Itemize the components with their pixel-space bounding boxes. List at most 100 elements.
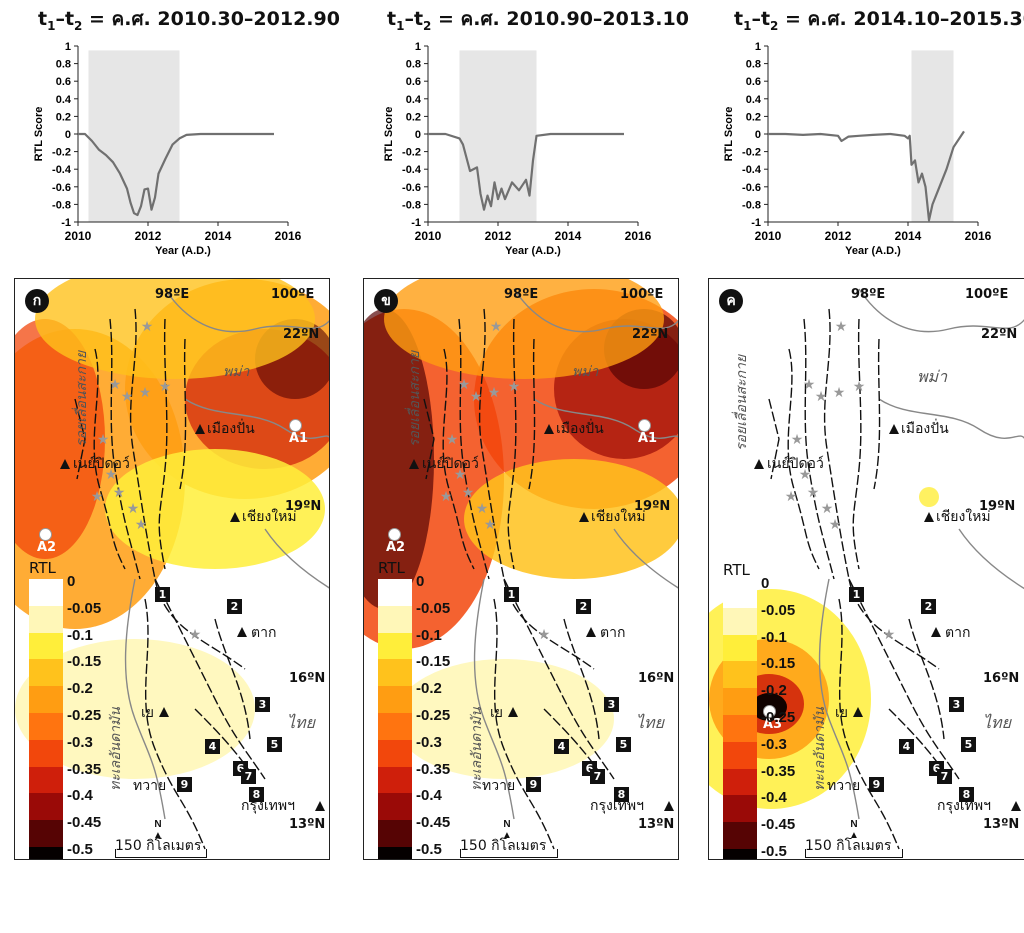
legend-row: -0.05 xyxy=(723,602,795,635)
legend-swatch xyxy=(723,795,757,823)
legend-swatch xyxy=(29,846,63,859)
city-marker xyxy=(409,459,419,469)
legend-title: RTL xyxy=(29,559,56,577)
epicenter-star: ★ xyxy=(113,484,126,500)
legend-row: -0.1 xyxy=(723,629,795,662)
epicenter-star: ★ xyxy=(484,516,497,532)
x-tick-label: 2010 xyxy=(755,229,782,243)
legend-title: RTL xyxy=(723,561,750,579)
x-tick-label: 2014 xyxy=(555,229,582,243)
heatmap-layer: ★★ ★★★★★★★★★★ xyxy=(15,279,329,850)
fault-number: 8 xyxy=(614,787,629,802)
panel-badge: ข xyxy=(374,289,398,313)
chart-title: t1–t2 = ค.ศ. 2010.30–2012.90 xyxy=(38,8,340,33)
fault-number: 9 xyxy=(869,777,884,792)
legend-swatch xyxy=(29,766,63,794)
city-tak: ตาก xyxy=(945,625,971,641)
epicenter-star: ★ xyxy=(488,384,501,400)
legend-row: -0.3 xyxy=(723,736,795,769)
y-tick-label: -0.6 xyxy=(742,182,761,194)
fault-number: 7 xyxy=(937,769,952,784)
legend-row: -0.2 xyxy=(378,680,450,713)
y-tick-label: 0.6 xyxy=(56,76,71,88)
city-marker xyxy=(60,459,70,469)
rtl-heat-blob xyxy=(105,449,325,569)
fault-number: 9 xyxy=(526,777,541,792)
x-tick-label: 2012 xyxy=(485,229,512,243)
y-tick-label: -0.8 xyxy=(742,199,761,211)
epicenter-star: ★ xyxy=(97,431,110,447)
legend-swatch xyxy=(378,659,412,687)
station-label: A2 xyxy=(386,540,406,555)
north-arrow: N ▲ xyxy=(502,819,512,841)
country-border xyxy=(613,528,678,589)
city-marker xyxy=(579,512,589,522)
epicenter-star: ★ xyxy=(490,318,503,334)
panel-badge: ค xyxy=(719,289,743,313)
sagaing-fault-label: รอยเลื่อนสะกาย xyxy=(734,354,750,451)
legend-value: -0.45 xyxy=(761,816,796,834)
x-tick-label: 2012 xyxy=(825,229,852,243)
city-marker xyxy=(853,707,863,717)
legend-value: -0.05 xyxy=(416,599,451,617)
scale-label: 150 กิโลเมตร xyxy=(805,838,892,854)
lat-label: 22ºN xyxy=(632,327,669,342)
legend-value: -0.5 xyxy=(67,840,93,858)
fault-line xyxy=(528,338,536,490)
country-border xyxy=(184,398,329,439)
epicenter-star: ★ xyxy=(440,488,453,504)
fault-number: 1 xyxy=(155,587,170,602)
shaded-interval xyxy=(88,50,180,223)
fault-number: 3 xyxy=(255,697,270,712)
rtl-heat-blob xyxy=(464,459,678,579)
x-axis-label: Year (A.D.) xyxy=(155,245,211,257)
legend-swatch xyxy=(29,793,63,821)
fault-number: 9 xyxy=(177,777,192,792)
legend-row: -0.05 xyxy=(378,600,450,633)
fault-line xyxy=(848,578,960,780)
station-label: A2 xyxy=(37,540,57,555)
legend-row: 0 xyxy=(29,573,101,606)
fault-line xyxy=(423,398,435,480)
city-marker xyxy=(664,801,674,811)
city-chiangmai: เชียงใหม่ xyxy=(242,509,297,525)
y-tick-label: 0.8 xyxy=(746,59,761,71)
lat-label: 22ºN xyxy=(283,327,320,342)
y-tick-label: 0.4 xyxy=(746,94,762,106)
panel-badge: ก xyxy=(25,289,49,313)
legend-swatch xyxy=(29,712,63,740)
y-tick-label: 0.2 xyxy=(406,111,421,123)
y-tick-label: -1 xyxy=(751,217,761,229)
legend-row: -0.5 xyxy=(29,841,101,859)
legend-swatch xyxy=(378,632,412,660)
place-thailand: ไทย xyxy=(983,713,1011,732)
epicenter-star: ★ xyxy=(853,378,866,394)
rtl-heat-blob xyxy=(384,279,664,379)
city-marker xyxy=(754,459,764,469)
legend-row: -0.15 xyxy=(29,653,101,687)
legend-swatch xyxy=(378,739,412,767)
fault-line xyxy=(214,618,251,740)
epicenter-star: ★ xyxy=(815,388,828,404)
epicenter-star: ★ xyxy=(458,376,471,392)
epicenter-star: ★ xyxy=(189,626,202,642)
legend-value: -0.1 xyxy=(761,628,787,646)
fault-number: 4 xyxy=(205,739,220,754)
legend-row: -0.45 xyxy=(723,816,795,849)
city-tak: ตาก xyxy=(251,625,277,641)
city-bangkok: กรุงเทพฯ xyxy=(590,798,644,814)
x-tick-label: 2010 xyxy=(415,229,442,243)
north-arrow: N ▲ xyxy=(849,819,859,841)
legend-swatch xyxy=(723,688,757,715)
fault-number: 1 xyxy=(849,587,864,602)
legend-swatch xyxy=(29,579,63,606)
city-marker xyxy=(931,627,941,637)
city-marker xyxy=(586,627,596,637)
fault-number: 5 xyxy=(267,737,282,752)
sagaing-fault-label: รอยเลื่อนสะกาย xyxy=(74,350,90,447)
fault-line xyxy=(787,348,820,570)
legend-value: -0.35 xyxy=(761,762,796,780)
epicenter-star: ★ xyxy=(785,488,798,504)
legend-value: -0.5 xyxy=(761,842,787,860)
city-ye: เย xyxy=(141,705,154,721)
